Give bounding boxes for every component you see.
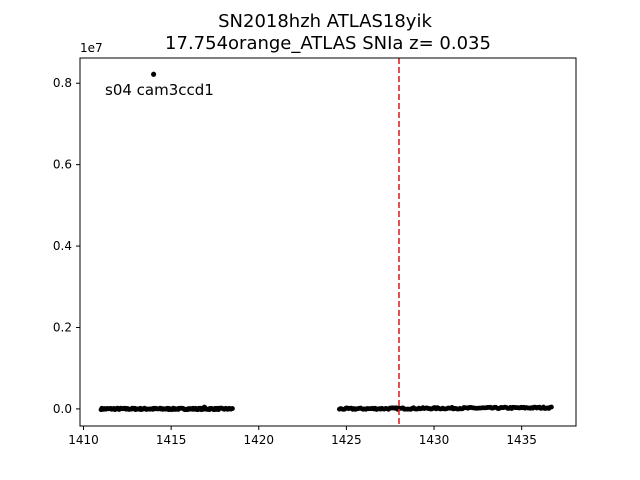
- y-tick-label: 0.2: [53, 320, 72, 334]
- y-multiplier-label: 1e7: [80, 41, 103, 55]
- y-tick-label: 0.0: [53, 402, 72, 416]
- x-tick-label: 1420: [243, 433, 274, 447]
- x-tick-label: 1430: [419, 433, 450, 447]
- data-point: [230, 406, 235, 411]
- data-point-outlier: [151, 71, 157, 77]
- y-tick-label: 0.6: [53, 158, 72, 172]
- chart-annotation: s04 cam3ccd1: [105, 81, 214, 99]
- chart-title-line2: 17.754orange_ATLAS SNIa z= 0.035: [165, 33, 491, 54]
- x-tick-label: 1415: [156, 433, 187, 447]
- x-tick-label: 1435: [506, 433, 537, 447]
- x-tick-label: 1410: [68, 433, 99, 447]
- chart-title-line1: SN2018hzh ATLAS18yik: [218, 11, 432, 32]
- data-point-outlier: [201, 404, 208, 410]
- data-point: [549, 404, 554, 410]
- plot-area: [98, 58, 554, 426]
- plot-frame: [79, 57, 577, 427]
- x-tick-label: 1425: [331, 433, 362, 447]
- axes: 1410 1415 1420 1425 1430 1435 0.0 0.2 0.4 0.6 0.8: [53, 57, 577, 447]
- y-tick-label: 0.8: [53, 76, 72, 90]
- y-tick-label: 0.4: [53, 239, 72, 253]
